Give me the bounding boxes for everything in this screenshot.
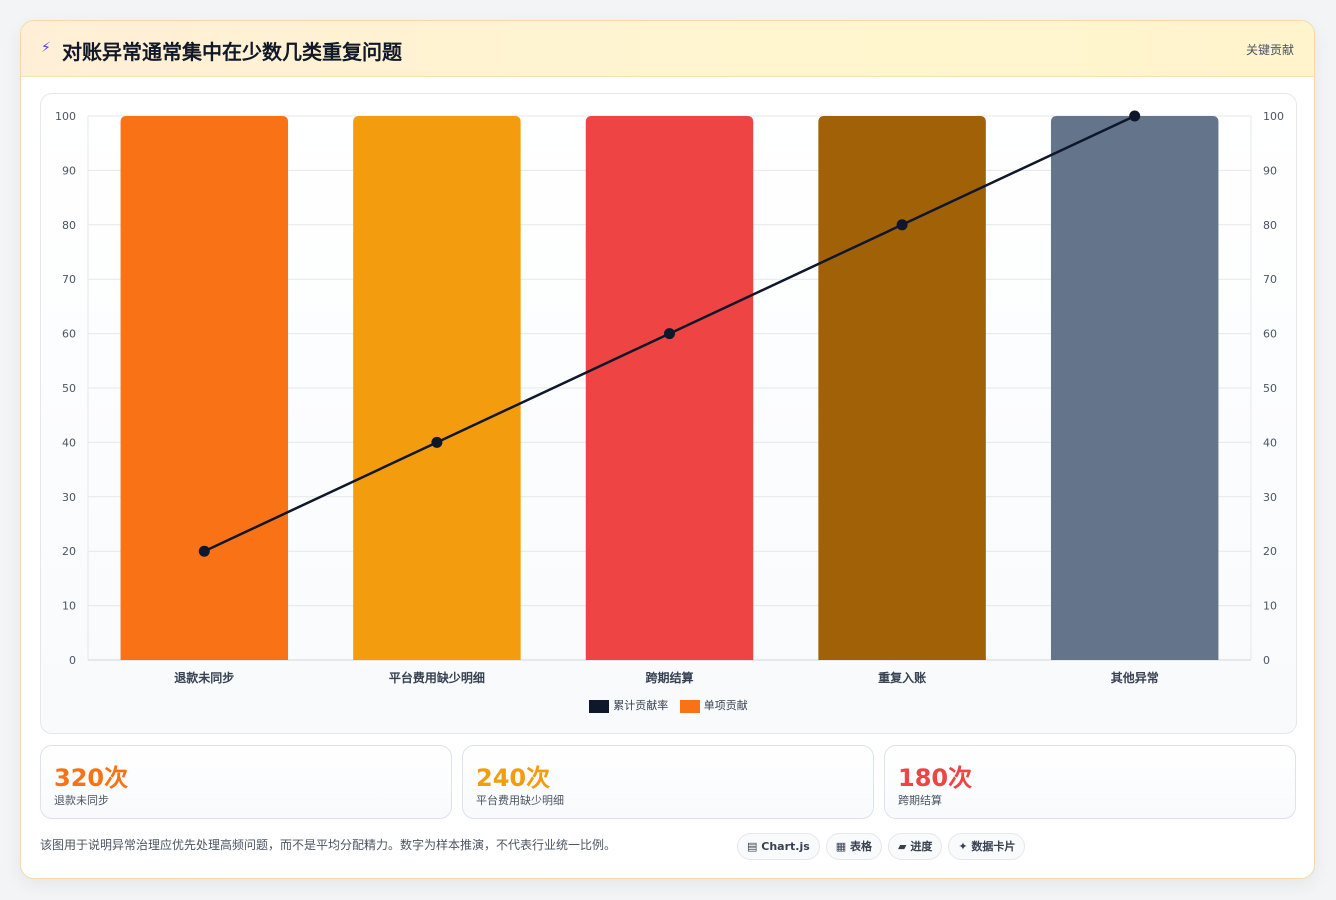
lightning-icon: ⚡ bbox=[41, 40, 51, 56]
x-tick-label: 重复入账 bbox=[878, 670, 926, 685]
stat-card-platform-fee: 240次 平台费用缺少明细 bbox=[462, 745, 874, 819]
y-tick-label: 90 bbox=[62, 164, 76, 177]
header-tag: 关键贡献 bbox=[1245, 43, 1294, 57]
y-tick-label: 20 bbox=[62, 545, 76, 558]
legend-label-single: 单项贡献 bbox=[703, 699, 748, 712]
chart-icon: ▤ bbox=[747, 840, 758, 853]
stat-label: 平台费用缺少明细 bbox=[476, 794, 564, 807]
y-tick-label: 70 bbox=[62, 273, 76, 286]
cumulative-point bbox=[896, 219, 908, 231]
cumulative-point bbox=[664, 328, 675, 340]
bar bbox=[353, 116, 521, 660]
y2-tick-label: 70 bbox=[1263, 273, 1277, 286]
legend-item-cumulative[interactable]: 累计贡献率 bbox=[589, 697, 668, 713]
y-tick-label: 50 bbox=[62, 382, 76, 395]
y-tick-label: 100 bbox=[55, 110, 76, 123]
stat-card-refund: 320次 退款未同步 bbox=[40, 745, 452, 819]
chip-table[interactable]: ▦ 表格 bbox=[825, 833, 883, 860]
bar bbox=[1050, 116, 1219, 660]
bar bbox=[818, 116, 986, 660]
y2-tick-label: 10 bbox=[1263, 600, 1277, 613]
stat-value: 320次 bbox=[54, 764, 129, 792]
y2-tick-label: 80 bbox=[1263, 219, 1277, 232]
stat-value: 240次 bbox=[476, 764, 551, 792]
y-tick-label: 30 bbox=[62, 491, 76, 504]
y2-tick-label: 90 bbox=[1263, 164, 1277, 177]
sparkle-icon: ✦ bbox=[958, 840, 968, 853]
legend-swatch-cumulative bbox=[589, 699, 610, 713]
y2-tick-label: 60 bbox=[1263, 328, 1277, 341]
card-header: ⚡ 对账异常通常集中在少数几类重复问题 关键贡献 bbox=[21, 21, 1314, 77]
y2-tick-label: 50 bbox=[1263, 382, 1277, 395]
cumulative-point bbox=[431, 436, 443, 448]
bar bbox=[120, 116, 289, 660]
x-tick-label: 跨期结算 bbox=[645, 670, 693, 685]
legend-swatch-single bbox=[679, 699, 700, 713]
y2-tick-label: 30 bbox=[1263, 491, 1277, 504]
y2-tick-label: 20 bbox=[1263, 545, 1277, 558]
x-tick-label: 平台费用缺少明细 bbox=[389, 670, 485, 685]
cumulative-point bbox=[1129, 110, 1141, 122]
stat-label: 跨期结算 bbox=[898, 794, 942, 807]
chip-label: 数据卡片 bbox=[971, 840, 1016, 853]
progress-icon: ▰ bbox=[898, 840, 907, 853]
chip-label: Chart.js bbox=[761, 840, 810, 853]
chip-label: 表格 bbox=[850, 840, 873, 853]
chip-data-card[interactable]: ✦ 数据卡片 bbox=[948, 833, 1026, 860]
chip-chartjs[interactable]: ▤ Chart.js bbox=[737, 833, 820, 860]
y2-tick-label: 0 bbox=[1263, 654, 1270, 667]
y2-tick-label: 40 bbox=[1263, 436, 1277, 449]
cumulative-point bbox=[198, 545, 210, 557]
bar bbox=[585, 116, 754, 660]
x-tick-label: 其他异常 bbox=[1111, 670, 1159, 685]
pareto-chart: 0 0 10 10 20 20 30 30 40 40 50 50 60 60 70 70 80 80 90 90 10… bbox=[55, 110, 1284, 685]
card-title: 对账异常通常集中在少数几类重复问题 bbox=[62, 40, 402, 64]
chart-legend: 累计贡献率 单项贡献 bbox=[41, 697, 1296, 713]
legend-label-cumulative: 累计贡献率 bbox=[613, 699, 669, 712]
legend-item-single[interactable]: 单项贡献 bbox=[679, 697, 748, 713]
table-icon: ▦ bbox=[835, 840, 847, 853]
y-tick-label: 60 bbox=[62, 328, 76, 341]
chip-progress[interactable]: ▰ 进度 bbox=[888, 833, 943, 860]
y-tick-label: 10 bbox=[62, 600, 76, 613]
chart-container: 0 0 10 10 20 20 30 30 40 40 50 50 60 60 70 70 80 80 90 90 10… bbox=[40, 93, 1297, 734]
stat-value: 180次 bbox=[898, 764, 973, 792]
x-tick-label: 退款未同步 bbox=[174, 670, 234, 685]
stat-card-cross-period: 180次 跨期结算 bbox=[884, 745, 1296, 819]
y-tick-label: 40 bbox=[62, 436, 76, 449]
y-tick-label: 80 bbox=[62, 219, 76, 232]
chart-card: ⚡ 对账异常通常集中在少数几类重复问题 关键贡献 0 0 10 10 20 20 30 30 4… bbox=[20, 20, 1315, 879]
footnote: 该图用于说明异常治理应优先处理高频问题，而不是平均分配精力。数字为样本推演，不代… bbox=[40, 838, 617, 852]
stat-label: 退款未同步 bbox=[54, 794, 109, 807]
tech-chips: ▤ Chart.js ▦ 表格 ▰ 进度 ✦ 数据卡片 bbox=[737, 833, 1031, 860]
y2-tick-label: 100 bbox=[1263, 110, 1284, 123]
y-tick-label: 0 bbox=[69, 654, 76, 667]
chip-label: 进度 bbox=[910, 840, 933, 853]
